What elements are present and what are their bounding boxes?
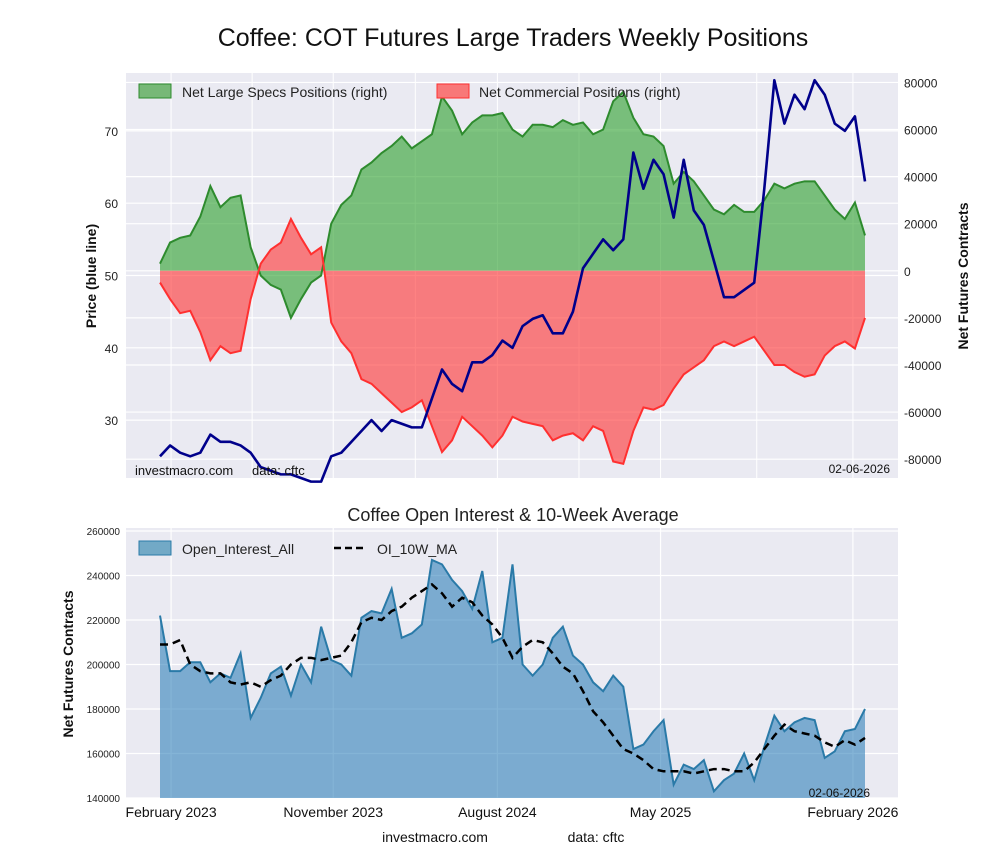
left-tick-label: 60 [105,197,119,211]
right-tick-label: -40000 [904,359,942,373]
right-tick-label: 40000 [904,171,938,185]
bottom-axis-ticks: February 2023 November 2023 August 2024 May… [87,527,899,820]
figure-title: Coffee: COT Futures Large Traders Weekly… [218,24,809,52]
x-tick-label: November 2023 [283,804,383,820]
bottom-y-tick-label: 140000 [87,794,121,805]
legend-label-specs: Net Large Specs Positions (right) [182,84,387,100]
left-tick-label: 50 [105,270,119,284]
bottom-date-label: 02-06-2026 [809,786,871,800]
legend-swatch-specs [138,83,172,99]
bottom-footer-source: data: cftc [568,829,625,845]
top-axis-ticks: 30 40 50 60 70 -80000 -60000 -40000 -20000 0 20000… [105,76,942,467]
legend-label-open-interest: Open_Interest_All [182,541,294,557]
right-tick-label: -60000 [904,406,942,420]
bottom-footer-site: investmacro.com [382,829,488,845]
x-tick-label: February 2026 [807,804,898,820]
left-tick-label: 70 [105,125,119,139]
right-tick-label: 80000 [904,76,938,90]
left-tick-label: 40 [105,342,119,356]
bottom-series [159,558,866,798]
top-footer-site: investmacro.com [135,463,233,478]
open-interest-area [160,559,865,798]
right-tick-label: -20000 [904,312,942,326]
legend-swatch-commercial [436,83,470,99]
left-axis-label: Price (blue line) [83,224,99,328]
right-tick-label: -80000 [904,453,942,467]
ma-line [160,582,866,775]
commercial-line [159,216,866,466]
bottom-chart-title: Coffee Open Interest & 10-Week Average [347,505,678,525]
specs-area [160,91,865,318]
bottom-y-tick-label: 220000 [87,616,121,627]
open-interest-line [159,558,866,794]
bottom-y-tick-label: 240000 [87,572,121,583]
right-tick-label: 60000 [904,124,938,138]
top-legend: Net Large Specs Positions (right) Net Co… [138,83,681,100]
x-tick-label: May 2025 [630,804,692,820]
x-tick-label: February 2023 [126,804,217,820]
top-series [159,78,867,483]
bottom-legend: Open_Interest_All OI_10W_MA [138,540,458,557]
bottom-y-tick-label: 180000 [87,705,121,716]
top-footer-source: data: cftc [252,463,305,478]
right-tick-label: 0 [904,265,911,279]
legend-swatch-open-interest [138,540,172,556]
bottom-y-tick-label: 160000 [87,750,121,761]
specs-line [159,90,866,321]
bottom-y-tick-label: 200000 [87,661,121,672]
bottom-y-tick-label: 260000 [87,527,121,538]
right-tick-label: 20000 [904,218,938,232]
right-axis-label: Net Futures Contracts [955,202,971,349]
price-line [159,78,867,483]
bottom-y-axis-label: Net Futures Contracts [60,590,76,737]
commercial-area [160,218,865,464]
legend-label-ma: OI_10W_MA [377,541,458,557]
left-tick-label: 30 [105,414,119,428]
top-date-label: 02-06-2026 [829,462,891,476]
x-tick-label: August 2024 [458,804,537,820]
legend-label-commercial: Net Commercial Positions (right) [479,84,681,100]
